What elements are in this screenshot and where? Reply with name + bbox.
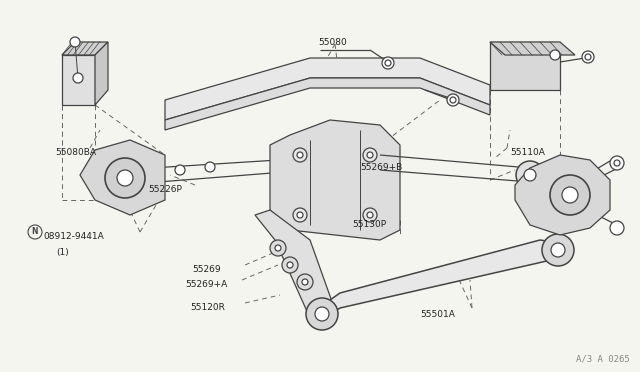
Circle shape <box>562 187 578 203</box>
Circle shape <box>610 221 624 235</box>
Polygon shape <box>490 42 560 90</box>
Circle shape <box>175 165 185 175</box>
Circle shape <box>585 54 591 60</box>
Circle shape <box>551 243 565 257</box>
Circle shape <box>275 245 281 251</box>
Circle shape <box>582 51 594 63</box>
Circle shape <box>385 60 391 66</box>
Circle shape <box>28 225 42 239</box>
Circle shape <box>105 158 145 198</box>
Circle shape <box>293 208 307 222</box>
Text: 55080: 55080 <box>318 38 347 47</box>
Circle shape <box>363 148 377 162</box>
Polygon shape <box>95 42 108 105</box>
Circle shape <box>73 73 83 83</box>
Text: 55130P: 55130P <box>352 220 386 229</box>
Circle shape <box>282 257 298 273</box>
Circle shape <box>117 170 133 186</box>
Polygon shape <box>62 42 108 55</box>
Text: (1): (1) <box>56 248 68 257</box>
Circle shape <box>542 234 574 266</box>
Polygon shape <box>165 78 490 130</box>
Circle shape <box>550 50 560 60</box>
Circle shape <box>297 274 313 290</box>
Text: 55226P: 55226P <box>148 185 182 194</box>
Polygon shape <box>80 140 165 215</box>
Circle shape <box>614 160 620 166</box>
Polygon shape <box>270 120 400 240</box>
Polygon shape <box>255 210 335 318</box>
Circle shape <box>205 162 215 172</box>
Polygon shape <box>490 42 575 55</box>
Text: N: N <box>32 228 38 237</box>
Circle shape <box>293 148 307 162</box>
Text: 55080BA: 55080BA <box>55 148 96 157</box>
Circle shape <box>450 97 456 103</box>
Text: 55110A: 55110A <box>510 148 545 157</box>
Text: 55269+B: 55269+B <box>360 163 403 172</box>
Circle shape <box>367 212 373 218</box>
Text: A/3 A 0265: A/3 A 0265 <box>576 355 630 364</box>
Circle shape <box>302 279 308 285</box>
Text: 55269: 55269 <box>192 265 221 274</box>
Circle shape <box>306 298 338 330</box>
Circle shape <box>297 152 303 158</box>
Text: 55501A: 55501A <box>420 310 455 319</box>
Circle shape <box>297 212 303 218</box>
Circle shape <box>114 171 126 183</box>
Polygon shape <box>62 55 95 105</box>
Circle shape <box>524 169 536 181</box>
Circle shape <box>550 175 590 215</box>
Circle shape <box>70 37 80 47</box>
Polygon shape <box>322 240 560 320</box>
Text: 55269+A: 55269+A <box>185 280 227 289</box>
Circle shape <box>367 152 373 158</box>
Circle shape <box>516 161 544 189</box>
Circle shape <box>270 240 286 256</box>
Circle shape <box>106 163 134 191</box>
Circle shape <box>287 262 293 268</box>
Polygon shape <box>165 58 490 120</box>
Circle shape <box>610 156 624 170</box>
Polygon shape <box>515 155 610 235</box>
Circle shape <box>382 57 394 69</box>
Circle shape <box>447 94 459 106</box>
Text: 08912-9441A: 08912-9441A <box>43 232 104 241</box>
Circle shape <box>363 208 377 222</box>
Text: 55120R: 55120R <box>190 303 225 312</box>
Circle shape <box>315 307 329 321</box>
